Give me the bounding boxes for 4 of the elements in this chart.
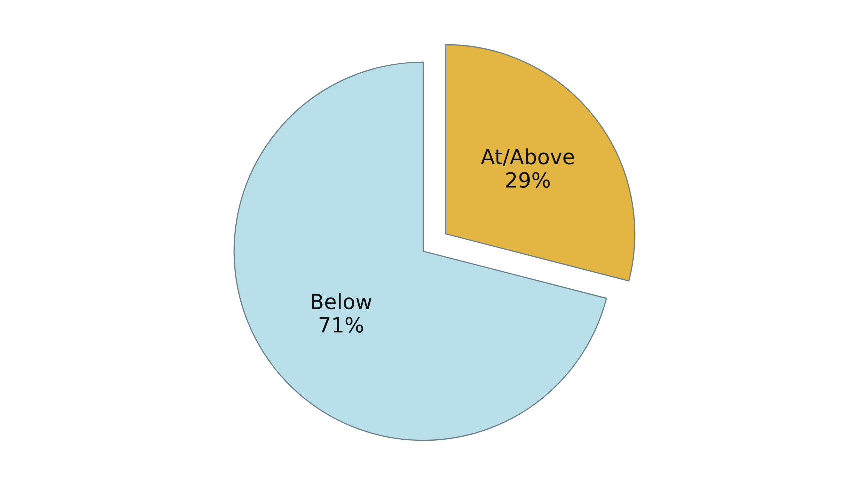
slice-label: At/Above: [481, 148, 574, 166]
slice-label: Below: [312, 294, 372, 310]
data-label: 29%: [506, 172, 550, 188]
data-label: 71%: [320, 317, 364, 333]
